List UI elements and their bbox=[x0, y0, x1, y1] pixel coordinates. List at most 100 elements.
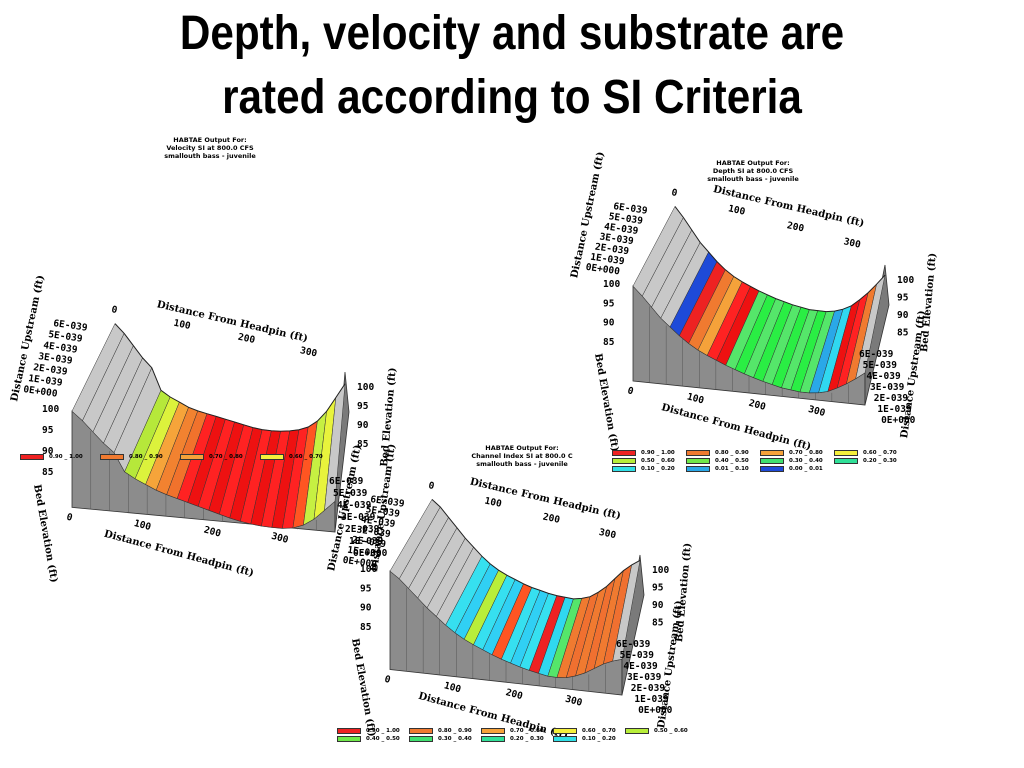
legend-swatch bbox=[760, 457, 784, 464]
top-dist-tick: 300 bbox=[843, 236, 862, 250]
legend-item: 0.80 _ 0.90 bbox=[100, 453, 163, 460]
header-line: Channel Index SI at 800.0 C bbox=[471, 452, 573, 460]
legend-item: 0.40 _ 0.50 bbox=[686, 457, 749, 464]
legend-label: 0.70 _ 0.80 bbox=[209, 453, 243, 460]
bottom-dist-tick: 300 bbox=[564, 694, 584, 709]
legend-swatch bbox=[625, 727, 649, 734]
left-bed-label: Bed Elevation (ft) bbox=[31, 484, 59, 584]
legend-swatch bbox=[409, 735, 433, 742]
bottom-dist-tick: 0 bbox=[65, 512, 74, 524]
left-elevation-tick: 95 bbox=[603, 298, 615, 309]
bottom-dist-tick: 100 bbox=[686, 391, 706, 406]
left-elevation-tick: 85 bbox=[360, 622, 372, 633]
left-upstream-tick: 1E-039 bbox=[590, 252, 626, 268]
legend-label: 0.20 _ 0.30 bbox=[510, 735, 544, 742]
legend-item: 0.60 _ 0.70 bbox=[553, 727, 616, 734]
header-line: smallouth bass - juvenile bbox=[476, 460, 568, 468]
velocity-si-plot: HABTAE Output For: Velocity SI at 800.0 … bbox=[0, 132, 400, 584]
left-upstream-tick: 5E-039 bbox=[365, 504, 401, 520]
left-upstream-tick: 6E-039 bbox=[613, 201, 649, 217]
right-upstream-tick: 3E-039 bbox=[341, 512, 376, 523]
legend-item: 0.20 _ 0.30 bbox=[834, 457, 897, 464]
legend-swatch bbox=[686, 449, 710, 456]
header-line: Velocity SI at 800.0 CFS bbox=[166, 144, 254, 152]
legend-item: 0.80 _ 0.90 bbox=[686, 449, 749, 456]
top-dist-tick: 100 bbox=[484, 496, 503, 510]
back-edge bbox=[431, 499, 641, 600]
right-upstream-tick: 3E-039 bbox=[627, 672, 662, 683]
top-dist-tick: 200 bbox=[237, 332, 256, 346]
left-upstream-tick: 4E-039 bbox=[43, 340, 79, 356]
slide-title: Depth, velocity and substrate are rated … bbox=[61, 2, 962, 130]
left-upstream-tick: 0E+000 bbox=[342, 555, 378, 571]
legend-item: 0.60 _ 0.70 bbox=[260, 453, 323, 460]
legend-item: 0.10 _ 0.20 bbox=[612, 465, 675, 472]
legend-item: 0.90 _ 1.00 bbox=[612, 449, 675, 456]
left-bed-label: Bed Elevation (ft) bbox=[592, 353, 620, 453]
bottom-dist-tick: 300 bbox=[807, 404, 827, 419]
bottom-axis-label: Distance From Headpin (ft) bbox=[103, 529, 255, 580]
top-dist-tick: 0 bbox=[670, 187, 678, 199]
channel-index-si-plot: HABTAE Output For: Channel Index SI at 8… bbox=[322, 440, 722, 742]
legend-item: 0.60 _ 0.70 bbox=[834, 449, 897, 456]
legend-item: 0.30 _ 0.40 bbox=[760, 457, 823, 464]
bottom-dist-tick: 0 bbox=[626, 385, 635, 397]
legend-swatch bbox=[686, 457, 710, 464]
top-dist-tick: 100 bbox=[172, 318, 191, 332]
legend-item: 0.90 _ 1.00 bbox=[20, 453, 83, 460]
legend-label: 0.50 _ 0.60 bbox=[654, 727, 688, 734]
legend-swatch bbox=[553, 727, 577, 734]
legend-label: 0.90 _ 1.00 bbox=[366, 727, 400, 734]
left-upstream-tick: 5E-039 bbox=[48, 329, 84, 345]
bottom-dist-tick: 200 bbox=[203, 525, 223, 540]
right-upstream-tick: 5E-039 bbox=[620, 650, 655, 661]
legend-swatch bbox=[409, 727, 433, 734]
legend-label: 0.10 _ 0.20 bbox=[641, 465, 675, 472]
legend-swatch bbox=[100, 453, 124, 460]
legend-label: 0.80 _ 0.90 bbox=[715, 449, 749, 456]
left-elevation-tick: 95 bbox=[42, 425, 54, 436]
left-elevation-tick: 100 bbox=[360, 564, 377, 575]
legend-label: 0.20 _ 0.30 bbox=[863, 457, 897, 464]
right-upstream-tick: 5E-039 bbox=[863, 360, 898, 371]
legend-item: 0.50 _ 0.60 bbox=[625, 727, 688, 734]
right-upstream-tick: 2E-039 bbox=[345, 524, 380, 535]
left-elevation-tick: 100 bbox=[42, 404, 59, 415]
channel-index-legend: 0.90 _ 1.00 0.80 _ 0.90 0.70 _ 0.80 0.60 _ … bbox=[337, 727, 697, 751]
bottom-dist-tick: 200 bbox=[747, 398, 767, 413]
legend-item: 0.70 _ 0.80 bbox=[180, 453, 243, 460]
legend-swatch bbox=[553, 735, 577, 742]
left-upstream-tick: 3E-039 bbox=[38, 351, 74, 367]
top-dist-tick: 0 bbox=[110, 304, 118, 316]
legend-swatch bbox=[760, 449, 784, 456]
left-elevation-tick: 85 bbox=[603, 337, 615, 348]
left-upstream-tick: 2E-039 bbox=[351, 535, 387, 551]
back-edge bbox=[674, 206, 886, 313]
legend-swatch bbox=[760, 465, 784, 472]
legend-swatch bbox=[260, 453, 284, 460]
legend-label: 0.30 _ 0.40 bbox=[438, 735, 472, 742]
left-upstream-tick: 1E-039 bbox=[347, 545, 383, 561]
legend-label: 0.60 _ 0.70 bbox=[863, 449, 897, 456]
legend-swatch bbox=[612, 465, 636, 472]
legend-item: 0.30 _ 0.40 bbox=[409, 735, 472, 742]
top-dist-tick: 100 bbox=[727, 203, 746, 217]
left-bed-label: Bed Elevation (ft) bbox=[349, 638, 377, 738]
right-upstream-tick: 3E-039 bbox=[870, 382, 905, 393]
right-elevation-tick: 90 bbox=[897, 310, 909, 321]
title-line-1: Depth, velocity and substrate are bbox=[179, 7, 845, 60]
right-upstream-tick: 0E+000 bbox=[881, 415, 916, 426]
legend-label: 0.10 _ 0.20 bbox=[582, 735, 616, 742]
legend-item: 0.70 _ 0.80 bbox=[760, 449, 823, 456]
header-line: smallouth bass - juvenile bbox=[707, 175, 799, 183]
velocity-legend: 0.90 _ 1.00 0.80 _ 0.90 0.70 _ 0.80 0.60 _ … bbox=[20, 453, 380, 465]
right-upstream-tick: 0E+000 bbox=[638, 705, 673, 716]
left-upstream-tick: 0E+000 bbox=[23, 384, 59, 400]
legend-label: 0.90 _ 1.00 bbox=[49, 453, 83, 460]
legend-label: 0.40 _ 0.50 bbox=[715, 457, 749, 464]
legend-swatch bbox=[337, 727, 361, 734]
